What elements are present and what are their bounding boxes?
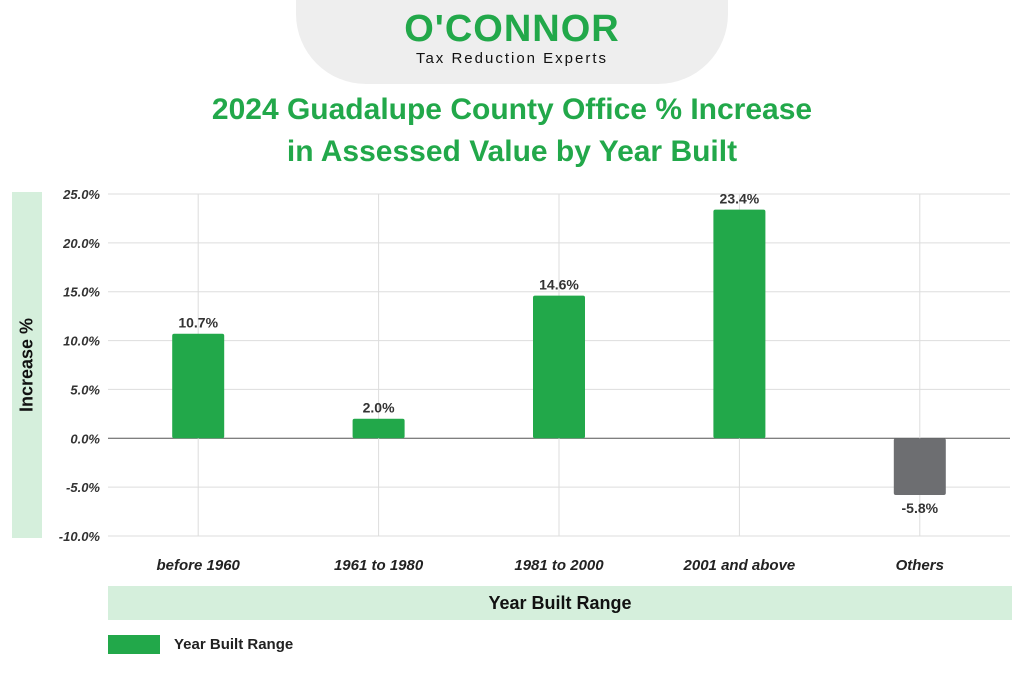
x-tick-label: 1981 to 2000 — [514, 557, 604, 574]
bar — [352, 418, 405, 439]
logo-tagline: Tax Reduction Experts — [415, 50, 609, 67]
chart-title-line-1: 2024 Guadalupe County Office % Increase — [211, 93, 813, 126]
bar — [893, 438, 946, 495]
data-label: 10.7% — [178, 315, 218, 331]
data-label: 23.4% — [720, 191, 760, 207]
y-tick-label: 25.0% — [62, 187, 100, 202]
y-tick-label: 0.0% — [70, 431, 100, 446]
y-tick-label: 5.0% — [70, 382, 100, 397]
x-axis-label: Year Built Range — [108, 586, 1012, 620]
y-axis-label-band — [12, 192, 42, 538]
legend: Year Built Range — [108, 634, 293, 654]
y-tick-label: 20.0% — [62, 236, 100, 251]
x-tick-label: 1961 to 1980 — [334, 557, 424, 574]
bar — [172, 333, 225, 439]
y-tick-label: 15.0% — [63, 285, 100, 300]
x-tick-label: before 1960 — [157, 557, 241, 574]
y-tick-label: 10.0% — [63, 334, 100, 349]
x-tick-label: Others — [896, 557, 944, 574]
chart-title-line-2: in Assessed Value by Year Built — [286, 135, 738, 168]
bar — [533, 295, 585, 439]
legend-label: Year Built Range — [174, 635, 294, 653]
data-label: 2.0% — [363, 400, 395, 416]
y-tick-label: -10.0% — [59, 529, 101, 544]
bar — [713, 209, 766, 439]
data-label: 14.6% — [539, 277, 579, 293]
logo-wordmark: O'CONNOR — [404, 8, 620, 50]
legend-swatch — [108, 634, 160, 654]
y-tick-label: -5.0% — [66, 480, 100, 495]
logo-banner: O'CONNOR Tax Reduction Experts — [296, 0, 728, 84]
x-tick-label: 2001 and above — [683, 557, 796, 574]
data-label: -5.8% — [902, 500, 939, 516]
